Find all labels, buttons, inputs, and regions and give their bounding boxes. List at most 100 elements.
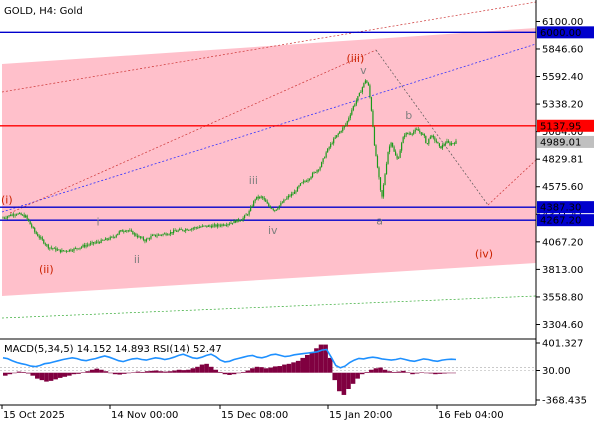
candle-body [153, 234, 155, 236]
level-tag-label: 5137.95 [540, 121, 581, 132]
candle-body [428, 138, 430, 144]
macd-bar [309, 351, 315, 373]
candle-body [197, 227, 199, 229]
candle-body [325, 152, 327, 158]
wave-label: a [376, 214, 383, 227]
candle-body [186, 229, 188, 231]
time-tick-label: 14 Nov 00:00 [111, 410, 178, 421]
candle-body [407, 132, 409, 134]
candle-body [301, 182, 303, 184]
macd-bar [323, 344, 328, 373]
candle-body [115, 235, 117, 237]
candle-body [277, 208, 279, 210]
macd-bar [282, 364, 287, 373]
candle-body [215, 224, 217, 227]
candle-body [416, 129, 418, 131]
level-tag-label: 4267.20 [540, 216, 581, 227]
candle-body [132, 231, 134, 235]
candle-body [203, 225, 205, 227]
candle-body [289, 195, 291, 197]
macd-bar [140, 371, 145, 373]
candle-body [328, 147, 330, 149]
candle-body [195, 227, 197, 229]
candle-body [274, 210, 276, 211]
candle-body [37, 233, 39, 237]
candle-body [22, 214, 24, 216]
candle-body [382, 184, 385, 197]
candle-body [56, 249, 58, 251]
candle-body [100, 239, 102, 243]
candle-body [213, 224, 215, 226]
candle-body [348, 118, 350, 122]
macd-bar [382, 369, 388, 373]
macd-bar [396, 371, 402, 373]
candle-body [305, 181, 308, 183]
candle-body [23, 214, 25, 218]
candle-body [117, 233, 119, 236]
candle-body [298, 185, 300, 188]
macd-bar [423, 372, 429, 374]
candle-body [231, 222, 234, 224]
time-axis: 15 Oct 2025 14 Nov 00:00 15 Dec 08:00 15 Ja… [1, 405, 504, 421]
candle-body [102, 239, 104, 241]
candle-body [376, 156, 379, 168]
macd-bar [48, 372, 54, 381]
candle-body [210, 226, 212, 228]
candle-body [127, 230, 129, 232]
candle-body [248, 211, 250, 215]
candle-body [228, 223, 231, 225]
candle-body [225, 225, 228, 226]
candle-body [3, 217, 6, 219]
candle-body [364, 80, 366, 83]
macd-bar [117, 372, 122, 375]
candle-body [357, 96, 359, 101]
candle-body [94, 242, 96, 244]
wave-label: iv [268, 224, 278, 237]
candle-body [290, 193, 293, 197]
candle-body [259, 196, 261, 199]
price-tick-label: 4067.20 [542, 237, 583, 248]
macd-bar [391, 371, 397, 373]
candle-body [257, 196, 259, 199]
candle-body [148, 238, 151, 240]
candle-body [256, 196, 258, 200]
candle-body [28, 218, 30, 222]
macd-bar [181, 370, 187, 373]
macd-bar [53, 372, 58, 380]
candle-body [118, 231, 120, 234]
candle-body [317, 169, 320, 171]
macd-bar [355, 372, 360, 379]
level-tag [537, 26, 594, 39]
candle-body [333, 138, 335, 144]
candle-body [124, 231, 126, 232]
candle-body [32, 226, 34, 228]
macd-bar [314, 348, 319, 373]
macd-bar [186, 369, 191, 373]
macd-bar [259, 367, 264, 373]
candle-body [324, 157, 326, 159]
candle-body [108, 239, 110, 241]
macd-bar [154, 370, 159, 373]
wave-label: ii [134, 253, 140, 266]
candle-body [372, 110, 374, 127]
macd-bar [428, 372, 434, 374]
candle-body [11, 214, 13, 216]
candle-body [349, 114, 351, 119]
candle-body [73, 248, 75, 251]
macd-bar [369, 369, 374, 373]
candle-body [269, 206, 271, 209]
chart-title: GOLD, H4: Gold [4, 6, 83, 17]
price-axis: 6100.00 5846.60 5592.40 5338.20 5084.00 4829.… [536, 17, 594, 407]
candle-body [74, 248, 77, 249]
macd-bar [442, 372, 447, 374]
candle-body [120, 230, 122, 232]
candle-body [265, 199, 267, 202]
price-tick-label: 5846.60 [542, 44, 583, 55]
macd-bar [327, 357, 333, 373]
macd-bar [218, 371, 223, 373]
candle-body [327, 148, 329, 153]
indicator-tick-label: 30.00 [542, 366, 571, 377]
macd-bar [236, 372, 241, 374]
candle-body [293, 191, 296, 194]
candle-body [314, 172, 317, 173]
